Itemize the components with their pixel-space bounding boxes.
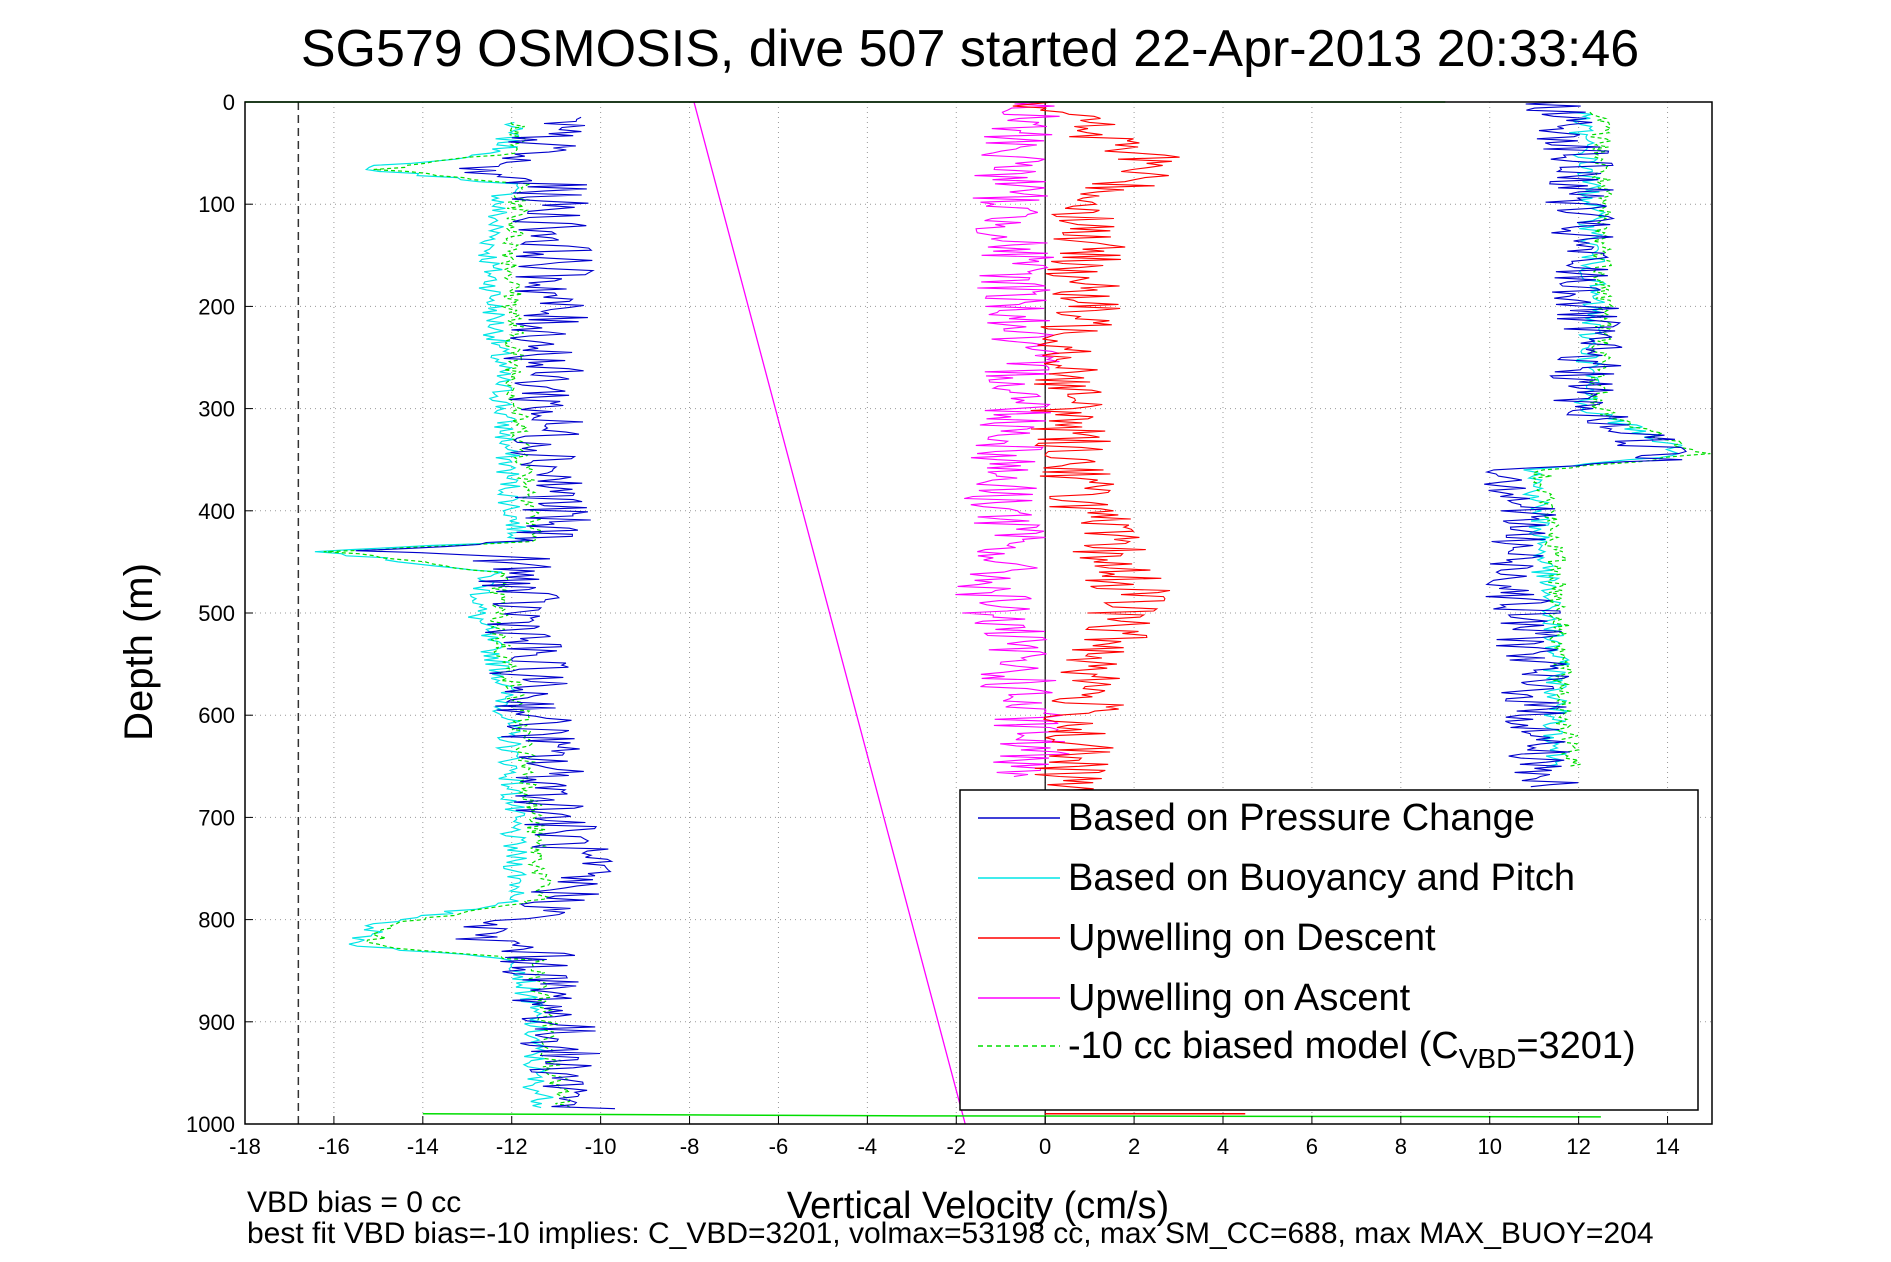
- legend-label-subscript: VBD: [1459, 1043, 1517, 1074]
- x-tick-label: 2: [1128, 1134, 1140, 1159]
- x-tick-label: -4: [858, 1134, 878, 1159]
- y-axis-label: Depth (m): [117, 563, 161, 741]
- series-upwelling-descent: [1012, 101, 1180, 818]
- y-tick-label: 600: [198, 703, 235, 728]
- x-tick-label: -14: [407, 1134, 439, 1159]
- x-tick-label: -10: [585, 1134, 617, 1159]
- y-tick-label: 800: [198, 908, 235, 933]
- best-fit-note: best fit VBD bias=-10 implies: C_VBD=320…: [247, 1217, 1654, 1250]
- legend-label-end: =3201): [1516, 1025, 1635, 1067]
- x-axis-label: Vertical Velocity (cm/s): [787, 1185, 1169, 1227]
- y-tick-label: 1000: [186, 1112, 235, 1137]
- x-tick-label: -12: [496, 1134, 528, 1159]
- series-pressure-descent: [355, 116, 616, 1110]
- x-tick-label: 6: [1306, 1134, 1318, 1159]
- y-tick-label: 100: [198, 192, 235, 217]
- grid: [244, 101, 1712, 1125]
- x-tick-label: 10: [1477, 1134, 1501, 1159]
- legend-label: Based on Buoyancy and Pitch: [1068, 857, 1575, 899]
- x-tick-label: 12: [1566, 1134, 1590, 1159]
- series-upwelling-ascent-trace: [955, 101, 1070, 778]
- series-model-descent: [323, 122, 571, 1109]
- series-upwelling-ascent-line: [693, 101, 966, 1125]
- x-tick-label: -8: [680, 1134, 700, 1159]
- y-tick-label: 0: [223, 90, 235, 115]
- x-tick-label: 4: [1217, 1134, 1229, 1159]
- legend: Based on Pressure Change Based on Buoyanc…: [959, 789, 1699, 1111]
- y-tick-label: 200: [198, 294, 235, 319]
- x-tick-label: 8: [1395, 1134, 1407, 1159]
- legend-label: Upwelling on Ascent: [1068, 977, 1411, 1019]
- y-tick-label: 700: [198, 805, 235, 830]
- vbd-bias-note: VBD bias = 0 cc: [247, 1186, 461, 1219]
- x-tick-label: -18: [229, 1134, 261, 1159]
- legend-label: -10 cc biased model (CVBD=3201): [1068, 1025, 1636, 1074]
- x-tick-label: -16: [318, 1134, 350, 1159]
- y-tick-label: 900: [198, 1010, 235, 1035]
- legend-label-main: -10 cc biased model (C: [1068, 1025, 1459, 1067]
- chart-title: SG579 OSMOSIS, dive 507 started 22-Apr-2…: [301, 20, 1639, 78]
- x-tick-label: 0: [1039, 1134, 1051, 1159]
- x-tick-label: 14: [1655, 1134, 1679, 1159]
- legend-label: Upwelling on Descent: [1068, 917, 1436, 959]
- series-buoyancy-descent: [314, 121, 554, 1109]
- x-tick-label: -6: [769, 1134, 789, 1159]
- ticks: -18 -16 -14 -12 -10 -8 -6 -4 -2 0 2 4 6 8 10 12 14 0 100 20…: [186, 90, 1680, 1159]
- y-tick-label: 500: [198, 601, 235, 626]
- y-tick-label: 400: [198, 499, 235, 524]
- y-tick-label: 300: [198, 397, 235, 422]
- x-tick-label: -2: [946, 1134, 966, 1159]
- legend-box: [959, 789, 1699, 1111]
- series-pressure-ascent: [1484, 101, 1688, 788]
- legend-label: Based on Pressure Change: [1068, 797, 1535, 839]
- bottom-spike: [422, 1113, 1601, 1118]
